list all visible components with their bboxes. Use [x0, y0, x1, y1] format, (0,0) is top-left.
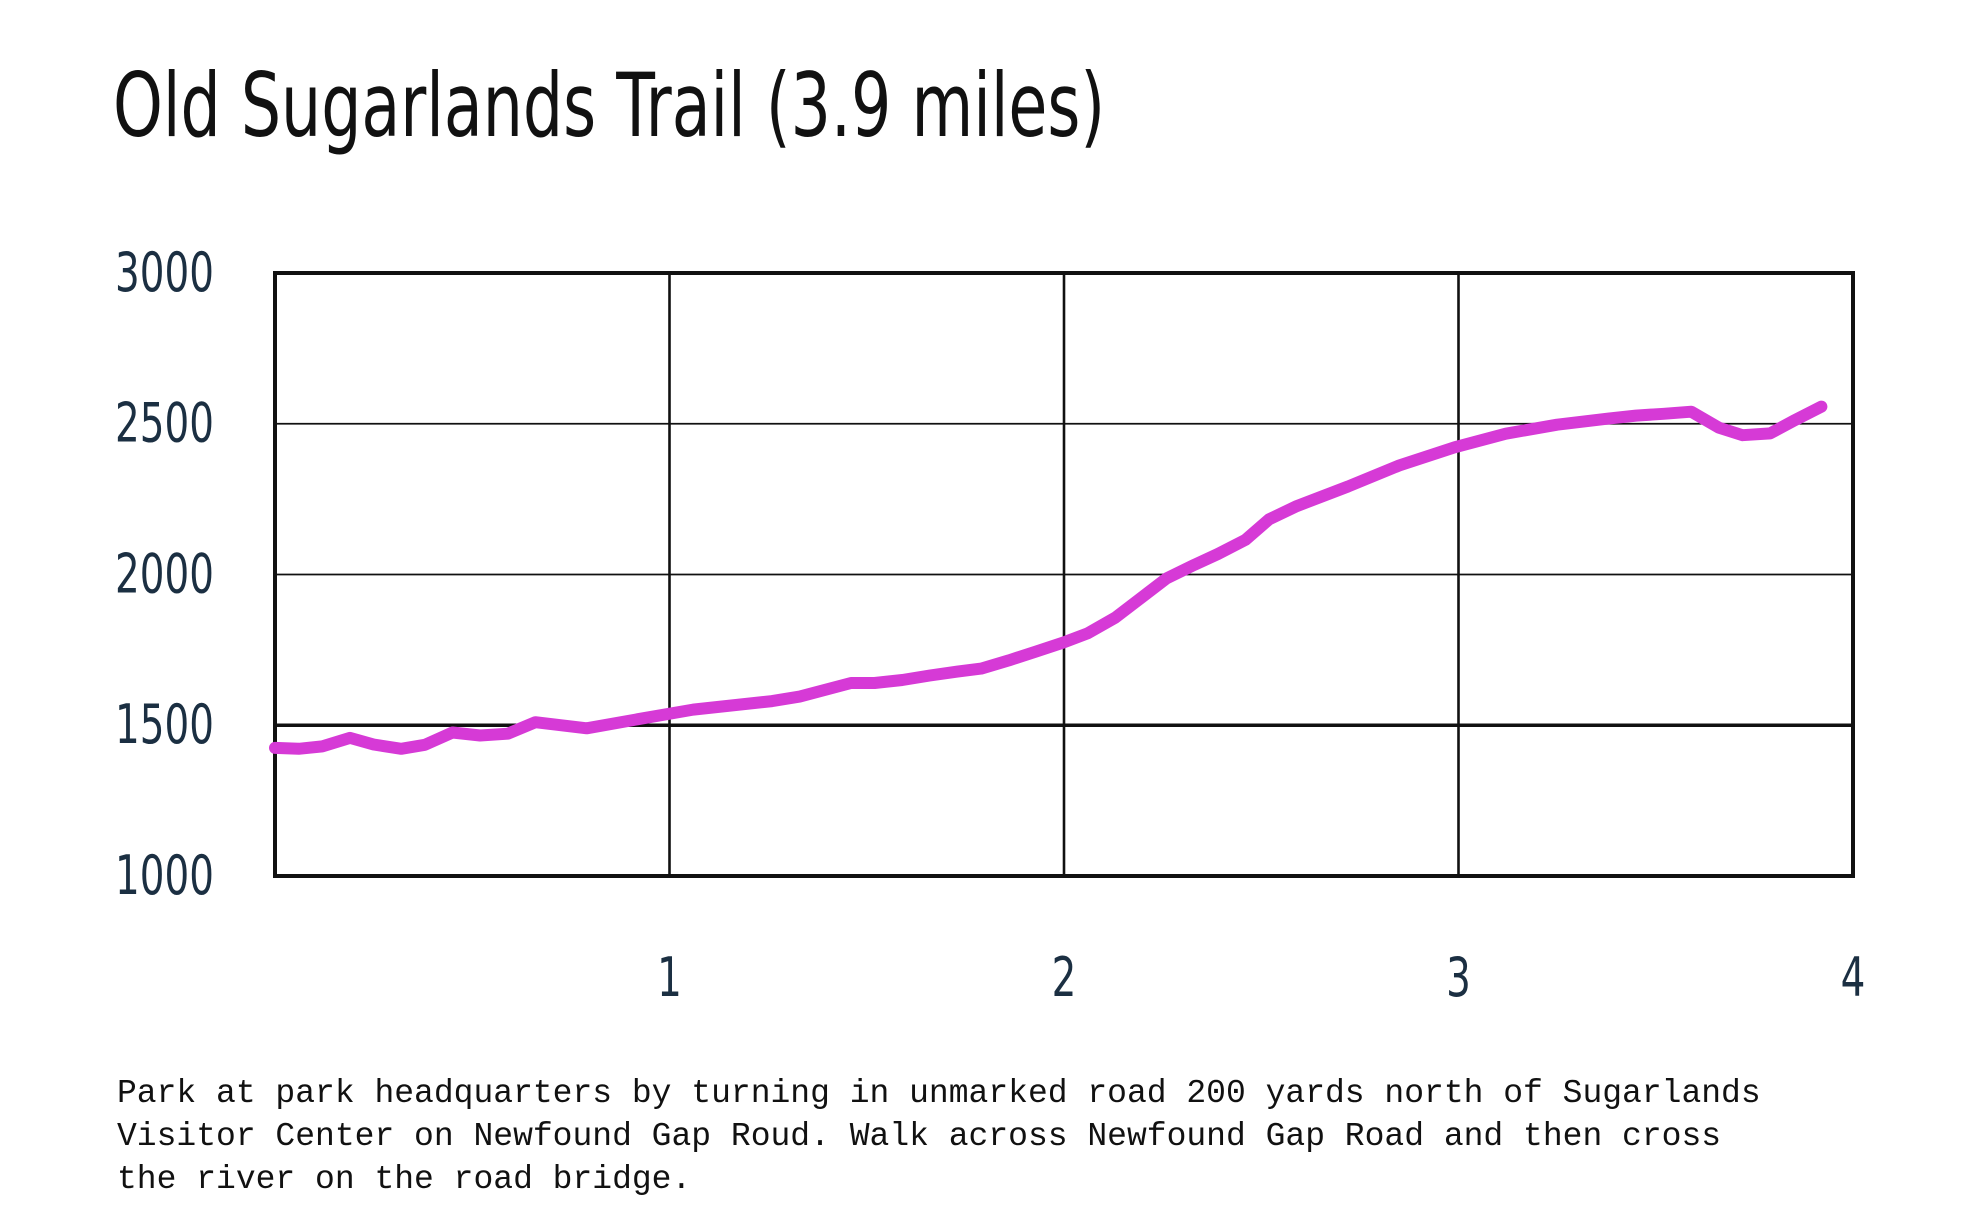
y-tick-label-2000: 2000 [115, 543, 214, 606]
trail-description: Park at park headquarters by turning in … [117, 1075, 1761, 1198]
elevation-chart: 3000 2500 2000 1500 1000 1 2 3 4 [115, 241, 1865, 1009]
y-tick-label-1500: 1500 [115, 694, 214, 757]
chart-title: Old Sugarlands Trail (3.9 miles) [113, 54, 1106, 157]
vertical-gridlines [668, 273, 1460, 876]
elevation-line-0 [269, 400, 1828, 755]
y-axis-tick-labels: 3000 2500 2000 1500 1000 [115, 241, 214, 907]
y-tick-label-2500: 2500 [115, 392, 214, 455]
y-tick-label-3000: 3000 [115, 241, 214, 304]
plot-frame [273, 271, 1855, 878]
x-tick-label-4: 4 [1841, 946, 1866, 1009]
x-axis-tick-labels: 1 2 3 4 [657, 946, 1865, 1009]
x-tick-label-2: 2 [1052, 946, 1077, 1009]
x-tick-label-3: 3 [1446, 946, 1471, 1009]
series-group [269, 400, 1828, 755]
x-tick-label-1: 1 [657, 946, 682, 1009]
y-tick-label-1000: 1000 [115, 844, 214, 907]
